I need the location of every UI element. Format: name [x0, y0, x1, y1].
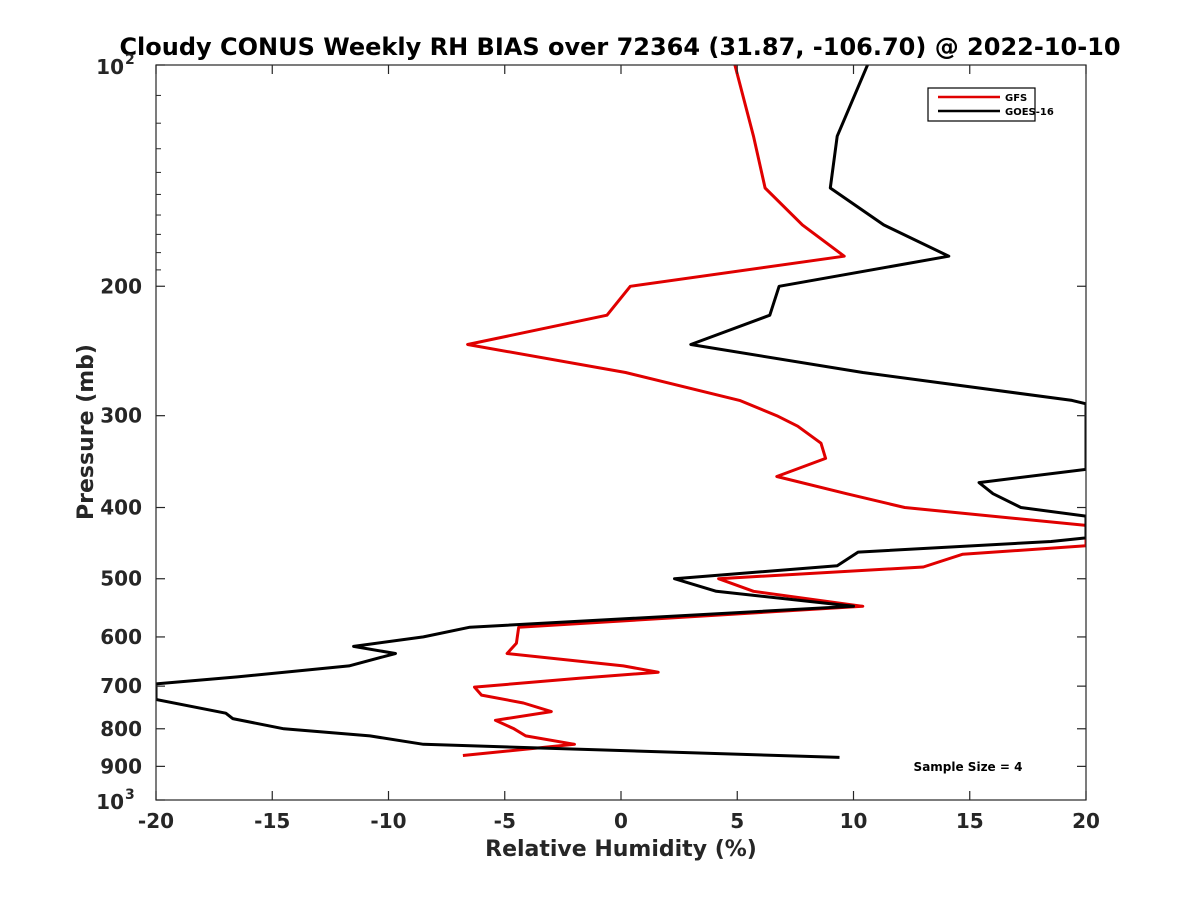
y-tick-label: 600: [100, 625, 142, 649]
y-tick-label: 300: [100, 404, 142, 428]
legend-box: [927, 87, 1036, 122]
x-tick-label: -10: [370, 809, 406, 833]
axes-layer: -20 -15 -10 -5 0 5 10 15 20 200 300 400 500 600 700 800…: [96, 52, 1100, 833]
sample-size-annotation: Sample Size = 4: [914, 760, 1023, 774]
x-tick-label: -5: [494, 809, 516, 833]
legend-label-goes-16: GOES-16: [1005, 107, 1054, 118]
x-tick-label: 20: [1072, 809, 1100, 833]
series-line-goes-16: [156, 65, 1086, 759]
x-tick-label: 0: [614, 809, 628, 833]
y-tick-label: 700: [100, 674, 142, 698]
y-tick-label: 900: [100, 754, 142, 778]
x-tick-label: 10: [840, 809, 868, 833]
y-tick-label: 10: [96, 55, 124, 79]
x-axis-label: Relative Humidity (%): [485, 837, 757, 862]
x-tick-label: 15: [956, 809, 984, 833]
y-tick-label: 200: [100, 274, 142, 298]
legend-label-gfs: GFS: [1005, 93, 1027, 104]
x-tick-label: -20: [138, 809, 174, 833]
y-tick-label: 400: [100, 496, 142, 520]
y-tick-label-exponent: 3: [125, 787, 135, 803]
legend: GFS GOES-16: [927, 87, 1054, 122]
y-axis-label: Pressure (mb): [74, 344, 99, 520]
y-tick-label-exponent: 2: [125, 52, 135, 68]
y-tick-label: 800: [100, 717, 142, 741]
chart-title: Cloudy CONUS Weekly RH BIAS over 72364 (…: [119, 33, 1120, 61]
y-tick-label: 500: [100, 567, 142, 591]
x-tick-label: -15: [254, 809, 290, 833]
x-tick-label: 5: [730, 809, 744, 833]
series-line-gfs: [462, 65, 1086, 757]
series-layer: [156, 65, 1086, 759]
y-tick-label: 10: [96, 790, 124, 814]
